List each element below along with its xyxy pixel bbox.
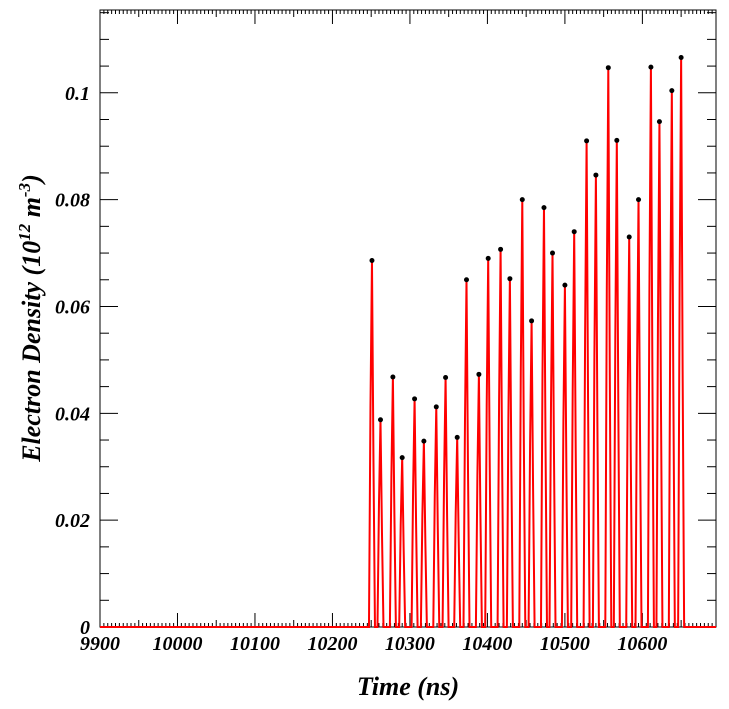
x-tick-label: 10600: [617, 633, 667, 655]
y-tick-label: 0.1: [65, 83, 90, 105]
minor-ticks: [100, 10, 716, 627]
x-tick-label: 10300: [385, 633, 435, 655]
plot-area: 9900 10000 10100 10200 10300 10400 10500 10600 …: [55, 9, 717, 655]
y-tick-labels: 0 0.02 0.04 0.06 0.08 0.1: [55, 83, 90, 639]
peak-marker: [433, 404, 439, 410]
peak-marker: [669, 88, 675, 94]
y-tick-label: 0.08: [55, 190, 90, 212]
peak-markers: [369, 55, 684, 461]
peak-marker: [656, 119, 662, 125]
x-tick-label: 9900: [80, 633, 120, 655]
peak-marker: [519, 197, 525, 203]
peak-marker: [678, 55, 684, 61]
peak-marker: [636, 197, 642, 203]
peak-marker: [648, 64, 654, 70]
x-tick-label: 10500: [540, 633, 590, 655]
x-tick-labels: 9900 10000 10100 10200 10300 10400 10500 10600: [80, 633, 667, 655]
y-axis-title-unit: m: [17, 197, 46, 224]
peak-marker: [412, 396, 418, 402]
plot-frame: [99, 9, 717, 628]
peak-marker: [550, 250, 556, 256]
peak-marker: [626, 234, 632, 240]
x-tick-label: 10000: [152, 633, 202, 655]
peak-marker: [390, 374, 396, 380]
x-tick-label: 10200: [307, 633, 357, 655]
electron-density-series-line: [100, 57, 716, 628]
peak-marker: [584, 138, 590, 144]
y-tick-label: 0.06: [55, 296, 90, 318]
y-tick-label: 0.04: [55, 403, 90, 425]
y-axis-title-close: ): [17, 174, 46, 185]
y-axis-title-exponent-minus3: -3: [15, 182, 34, 197]
peak-marker: [421, 438, 427, 444]
peak-marker: [443, 375, 449, 381]
y-tick-label: 0.02: [55, 510, 90, 532]
y-axis-title: Electron Density (1012 m-3): [15, 174, 46, 463]
peak-marker: [507, 276, 513, 282]
peak-marker: [529, 318, 535, 324]
peak-marker: [464, 277, 470, 283]
peak-marker: [593, 172, 599, 178]
y-tick-label: 0: [80, 617, 90, 639]
peak-marker: [498, 246, 504, 252]
peak-marker: [476, 371, 482, 377]
peak-marker: [605, 65, 611, 71]
x-axis-title: Time (ns): [357, 672, 459, 701]
x-tick-label: 10100: [230, 633, 280, 655]
peak-marker: [571, 229, 577, 235]
peak-marker: [562, 282, 568, 288]
peak-marker: [614, 137, 620, 143]
x-tick-label: 10400: [462, 633, 512, 655]
peak-marker: [541, 205, 547, 211]
peak-marker: [454, 434, 460, 440]
y-axis-title-exponent-12: 12: [15, 223, 34, 241]
peak-marker: [399, 455, 405, 461]
peak-marker: [377, 417, 383, 423]
peak-marker: [485, 255, 491, 261]
y-axis-title-main: Electron Density (10: [17, 241, 46, 463]
peak-marker: [369, 258, 375, 264]
